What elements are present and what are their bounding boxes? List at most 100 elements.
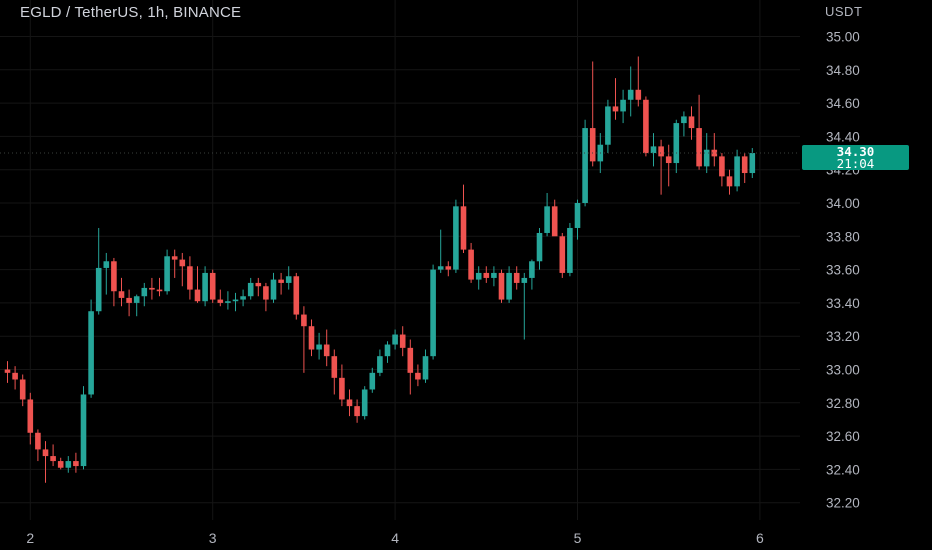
candle-body	[209, 272, 216, 300]
candle-body	[734, 156, 740, 187]
x-tick-label: 4	[391, 530, 399, 546]
candle-body	[278, 279, 284, 283]
candle-body	[749, 153, 756, 174]
chart-title: EGLD / TetherUS, 1h, BINANCE	[20, 4, 242, 21]
candle-body	[665, 156, 672, 164]
candle-body	[582, 128, 588, 203]
candle-body	[415, 372, 421, 380]
candle-body	[468, 249, 474, 280]
candle-body	[263, 286, 269, 300]
candle-body	[422, 356, 429, 380]
candle-body	[240, 296, 246, 300]
candle-body	[726, 176, 733, 187]
candle-body	[232, 299, 239, 302]
candle-body	[65, 461, 72, 468]
candle-body	[27, 399, 34, 433]
candle-body	[369, 372, 376, 390]
candle-body	[681, 116, 687, 124]
candle-body	[88, 311, 94, 395]
candle-body	[42, 449, 49, 457]
candle-body	[658, 146, 664, 157]
candle-body	[217, 299, 224, 303]
candle-body	[445, 266, 452, 270]
candle-body	[529, 261, 535, 278]
candle-body	[589, 128, 596, 162]
candle-body	[293, 276, 300, 315]
x-tick-label: 6	[756, 530, 764, 546]
candle-body	[559, 236, 566, 273]
candle-body	[50, 456, 56, 462]
candle-body	[384, 344, 391, 357]
candle-body	[316, 344, 322, 350]
candle-body	[430, 269, 436, 357]
candle-body	[126, 297, 132, 303]
candle-body	[270, 279, 277, 300]
candle-body	[171, 256, 178, 260]
y-tick-label: 33.20	[826, 329, 860, 344]
candle-body	[475, 272, 482, 280]
candle-body	[202, 272, 208, 302]
candle-body	[635, 89, 642, 100]
y-tick-label: 34.40	[826, 129, 860, 144]
currency-label: USDT	[825, 4, 863, 19]
candle-body	[719, 156, 725, 177]
candle-body	[73, 461, 79, 467]
y-tick-label: 33.00	[826, 363, 860, 378]
candle-body	[498, 272, 505, 300]
candle-body	[156, 289, 163, 292]
candle-body	[141, 287, 148, 297]
y-tick-label: 34.00	[826, 196, 860, 211]
last-price-value: 34.30	[836, 144, 875, 159]
candle-body	[460, 206, 467, 250]
candle-body	[19, 379, 26, 400]
candle-body	[4, 369, 11, 373]
last-price-badge: 34.30 21:04	[802, 145, 909, 170]
x-tick-label: 3	[209, 530, 217, 546]
candle-body	[354, 406, 360, 417]
candle-body	[392, 334, 398, 345]
candle-body	[346, 399, 353, 407]
candle-body	[187, 266, 193, 290]
candle-body	[643, 99, 649, 154]
candle-body	[149, 287, 155, 290]
y-tick-label: 32.80	[826, 396, 860, 411]
y-tick-label: 33.40	[826, 296, 860, 311]
candle-body	[255, 282, 262, 287]
candle-body	[179, 259, 186, 267]
candle-body	[164, 256, 170, 292]
candle-body	[331, 356, 338, 378]
candle-body	[377, 356, 383, 373]
candle-body	[361, 389, 368, 417]
y-tick-label: 32.20	[826, 496, 860, 511]
candle-body	[711, 149, 718, 157]
candle-body	[35, 432, 41, 450]
candle-body	[453, 206, 459, 270]
candle-body	[536, 232, 543, 262]
candle-body	[285, 276, 292, 283]
candles	[4, 56, 756, 483]
grid-lines	[0, 0, 800, 520]
candle-body	[521, 277, 528, 283]
y-axis: 35.0034.8034.6034.4034.2034.0033.8033.60…	[826, 30, 860, 511]
candle-body	[95, 267, 102, 312]
y-tick-label: 34.80	[826, 63, 860, 78]
candle-body	[247, 282, 254, 297]
candle-body	[80, 394, 87, 467]
candle-body	[673, 123, 680, 164]
candle-body	[551, 206, 558, 237]
candle-body	[567, 227, 573, 273]
candle-body	[399, 334, 406, 348]
candle-body	[103, 261, 110, 268]
candle-body	[437, 266, 444, 270]
y-tick-label: 33.80	[826, 229, 860, 244]
candle-body	[225, 301, 231, 303]
candle-body	[741, 156, 748, 174]
x-tick-label: 2	[26, 530, 34, 546]
x-axis: 2 3 4 5 6	[26, 530, 764, 546]
candle-body	[605, 106, 611, 145]
candle-body	[544, 206, 550, 233]
candle-body	[483, 272, 490, 278]
candle-body	[650, 146, 657, 154]
y-tick-label: 33.60	[826, 263, 860, 278]
